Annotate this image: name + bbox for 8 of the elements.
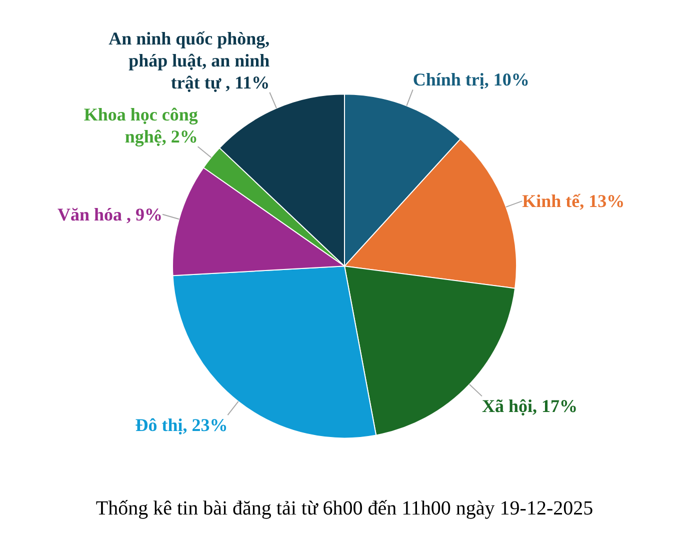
slice-label: Văn hóa , 9% — [58, 204, 163, 224]
text: Thống kê tin bài đăng tải từ 6h00 đến 11h00 ngày 19-12-2025 — [96, 498, 594, 520]
slice-label: Chính trị, 10% — [412, 70, 530, 90]
slice-label: Đô thị, 23% — [135, 415, 228, 436]
slice-label: An ninh quốc phòng, pháp luật, an ninh trật tự , 11% — [108, 28, 270, 92]
slice-label: Khoa học công nghệ, 2% — [84, 104, 198, 147]
slice-label: Kinh tế, 13% — [522, 191, 625, 212]
slice-label: Xã hội, 17% — [482, 396, 578, 416]
